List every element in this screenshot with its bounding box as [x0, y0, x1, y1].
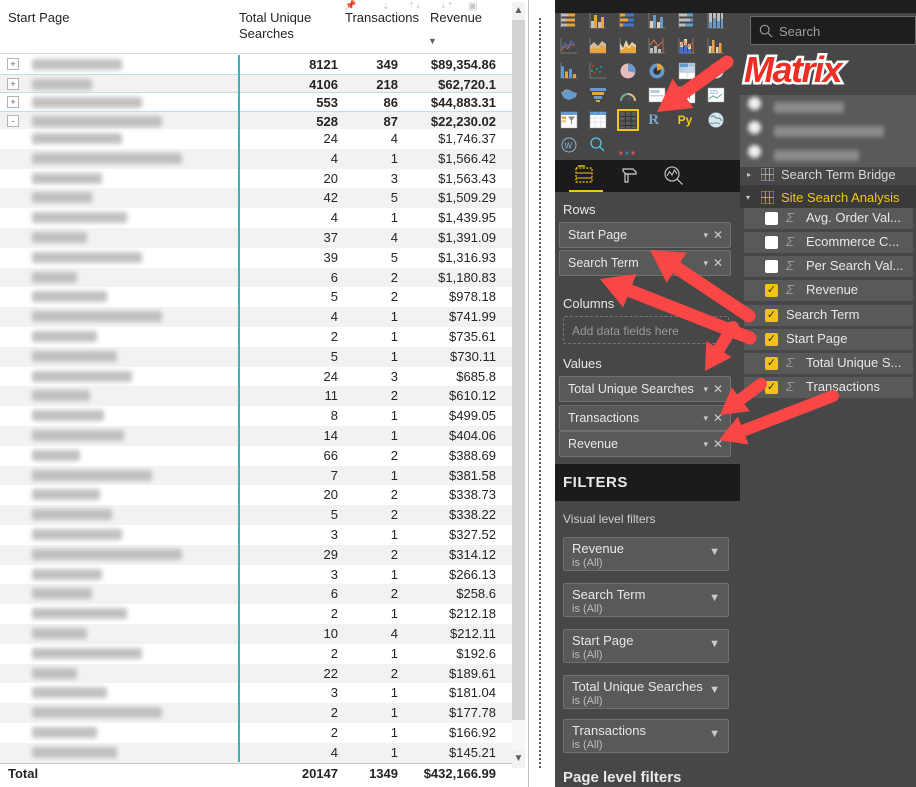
svg-text:W: W [565, 142, 573, 151]
svg-text:123: 123 [710, 90, 719, 96]
